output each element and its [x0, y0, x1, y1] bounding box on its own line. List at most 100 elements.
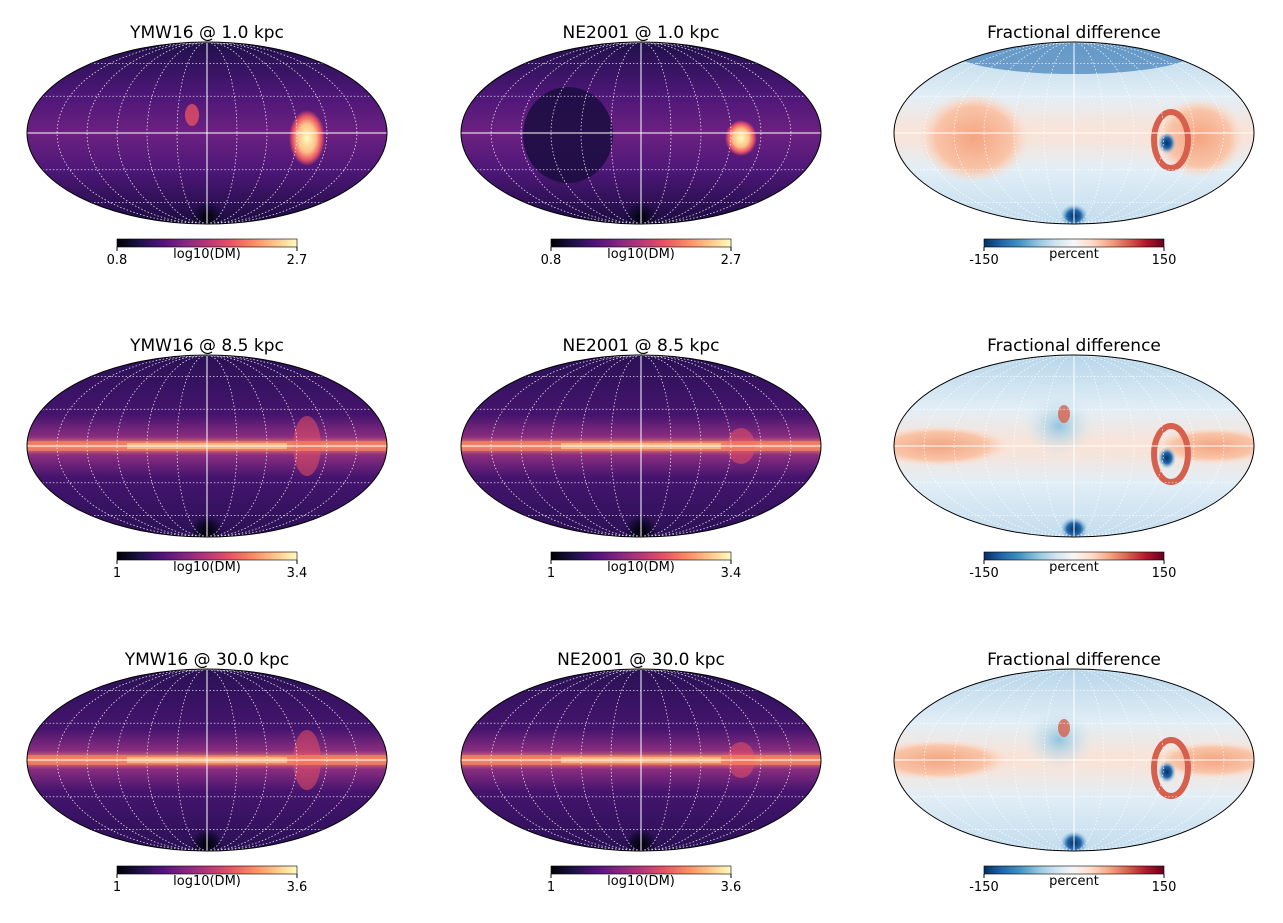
sky-map [894, 669, 1254, 851]
colorbar-min-label: -150 [969, 253, 999, 268]
panel-title: NE2001 @ 30.0 kpc [557, 650, 725, 670]
colorbar-max-label: 3.6 [721, 880, 742, 895]
meridian-line [206, 355, 238, 537]
meridian-line [206, 669, 238, 851]
meridian-line [640, 669, 672, 851]
panel-title: NE2001 @ 1.0 kpc [563, 23, 720, 43]
colorbar-max-label: 3.4 [721, 566, 742, 581]
meridian-line [640, 669, 762, 851]
meridian-line [86, 669, 208, 851]
meridian-line [116, 355, 208, 537]
colorbar-max-label: 2.7 [287, 253, 308, 268]
meridian-line [640, 355, 672, 537]
meridian-line [1043, 42, 1075, 224]
colorbar-min-label: 0.8 [107, 253, 128, 268]
panel-title: Fractional difference [987, 650, 1161, 670]
panel-title: YMW16 @ 30.0 kpc [124, 650, 290, 670]
meridian-line [1073, 42, 1195, 224]
meridian-line [610, 355, 642, 537]
colorbar-label: percent [1049, 247, 1099, 262]
meridian-line [1073, 355, 1195, 537]
map-outline [460, 668, 822, 852]
meridian-line [953, 355, 1075, 537]
colorbar-min-label: 1 [547, 880, 555, 895]
panel-title: Fractional difference [987, 23, 1161, 43]
meridian-line [206, 42, 238, 224]
meridian-line [56, 669, 208, 851]
panel-1-3: Fractional difference -150 150 percent [893, 23, 1255, 268]
meridian-line [640, 42, 792, 224]
panel-3-3: Fractional difference -150 150 percent [893, 650, 1255, 895]
colorbar [983, 865, 1165, 875]
panel-2-1: YMW16 @ 8.5 kpc 1 3.4 log10(DM) [26, 336, 388, 581]
meridian-line [550, 669, 642, 851]
sky-map [27, 669, 387, 851]
meridian-line [953, 42, 1075, 224]
bright-feature [185, 104, 199, 126]
colorbar-label: percent [1049, 560, 1099, 575]
colorbar-label: log10(DM) [607, 560, 675, 575]
map-outline [460, 354, 822, 538]
meridian-line [1073, 355, 1105, 537]
colorbar [550, 551, 732, 561]
meridian-line [176, 669, 208, 851]
meridian-line [1043, 669, 1075, 851]
map-outline [26, 668, 388, 852]
meridian-line [206, 669, 358, 851]
colorbar-min-label: 0.8 [541, 253, 562, 268]
meridian-line [520, 42, 642, 224]
meridian-line [640, 42, 762, 224]
sky-map [27, 355, 387, 537]
meridian-line [923, 669, 1075, 851]
meridian-line [176, 42, 208, 224]
colorbar-min-label: 1 [113, 880, 121, 895]
panel-1-2: NE2001 @ 1.0 kpc 0.8 2.7 log10(DM) [460, 23, 822, 268]
panel-title: Fractional difference [987, 336, 1161, 356]
meridian-line [1073, 42, 1165, 224]
meridian-line [206, 355, 358, 537]
meridian-line [1073, 669, 1165, 851]
meridian-line [490, 355, 642, 537]
negative-region [1024, 396, 1094, 456]
panel-1-1: YMW16 @ 1.0 kpc 0.8 2.7 log10(DM) [26, 23, 388, 268]
map-outline [893, 668, 1255, 852]
meridian-line [116, 669, 208, 851]
negative-core [1158, 761, 1176, 783]
negative-core [1158, 132, 1176, 154]
meridian-line [640, 355, 732, 537]
panel-2-3: Fractional difference -150 150 percent [893, 336, 1255, 581]
meridian-line [550, 355, 642, 537]
meridian-line [206, 42, 358, 224]
colorbar-max-label: 3.6 [287, 880, 308, 895]
colorbar-label: percent [1049, 874, 1099, 889]
meridian-line [520, 669, 642, 851]
colorbar-min-label: 1 [547, 566, 555, 581]
panels: YMW16 @ 1.0 kpc 0.8 2.7 log10(DM) NE2001 @ 1… [26, 23, 1255, 895]
panel-title: NE2001 @ 8.5 kpc [563, 336, 720, 356]
negative-region [1024, 710, 1094, 770]
sky-map [894, 42, 1254, 224]
map-outline [26, 354, 388, 538]
meridian-line [86, 42, 208, 224]
positive-spot [1058, 719, 1070, 737]
colorbar-min-label: -150 [969, 880, 999, 895]
panel-title: YMW16 @ 1.0 kpc [129, 23, 284, 43]
meridian-line [56, 355, 208, 537]
colorbar-min-label: 1 [113, 566, 121, 581]
meridian-line [1073, 669, 1195, 851]
meridian-line [983, 42, 1075, 224]
panel-3-2: NE2001 @ 30.0 kpc 1 3.6 log10(DM) [460, 650, 822, 895]
sky-map [461, 355, 821, 537]
colorbar-label: log10(DM) [173, 247, 241, 262]
colorbar [550, 238, 732, 248]
sky-map [27, 42, 387, 224]
colorbar-label: log10(DM) [173, 874, 241, 889]
meridian-line [923, 355, 1075, 537]
colorbar-max-label: 150 [1152, 880, 1177, 895]
meridian-line [1073, 42, 1225, 224]
meridian-line [520, 355, 642, 537]
meridian-line [640, 669, 792, 851]
colorbar [116, 238, 298, 248]
colorbar-max-label: 150 [1152, 253, 1177, 268]
